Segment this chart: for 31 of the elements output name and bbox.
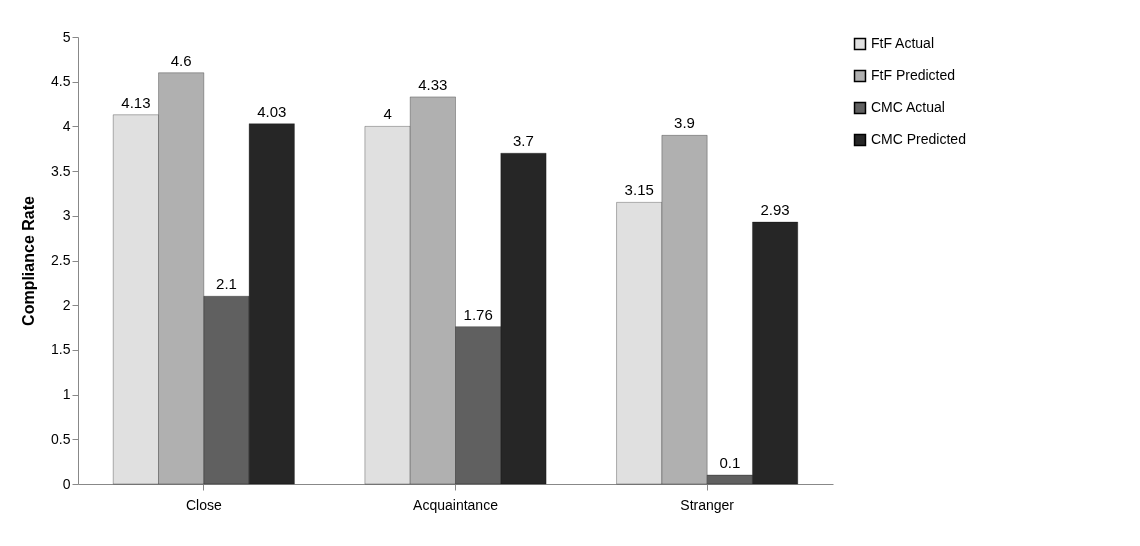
y-tick-label: 2.5 [51, 252, 71, 268]
y-tick-label: 1 [62, 386, 71, 403]
data-label: 4.13 [121, 93, 151, 111]
data-label: 1.76 [463, 305, 493, 323]
data-label: 4.03 [257, 102, 287, 120]
data-label: 3.9 [674, 114, 695, 132]
legend-label: FtF Predicted [871, 67, 956, 83]
y-tick-label: 4 [62, 117, 71, 134]
y-axis-title: Compliance Rate [20, 195, 38, 326]
legend-label: CMC Actual [871, 99, 945, 115]
x-tick-label: Stranger [680, 496, 735, 513]
y-tick-label: 0 [62, 475, 71, 492]
data-label: 2.1 [216, 275, 237, 293]
x-tick-label: Close [185, 496, 222, 513]
y-tick-label: 5 [62, 28, 71, 45]
y-tick-label: 3 [62, 207, 71, 224]
data-label: 2.93 [760, 201, 790, 219]
y-tick-label: 2 [62, 296, 71, 313]
x-tick-label: Acquaintance [413, 496, 499, 513]
data-label: 4.33 [418, 75, 448, 93]
y-tick-label: 3.5 [51, 162, 71, 179]
y-tick-label: 4.5 [51, 73, 71, 90]
data-label: 4.6 [170, 51, 192, 69]
legend-label: FtF Actual [871, 35, 935, 51]
legend-label: CMC Predicted [871, 131, 966, 147]
data-label: 3.7 [513, 132, 534, 150]
y-tick-label: 0.5 [51, 430, 71, 447]
data-label: 0.1 [719, 454, 741, 472]
data-label: 3.15 [624, 181, 654, 199]
y-tick-label: 1.5 [51, 341, 71, 358]
data-label: 4 [383, 105, 392, 123]
